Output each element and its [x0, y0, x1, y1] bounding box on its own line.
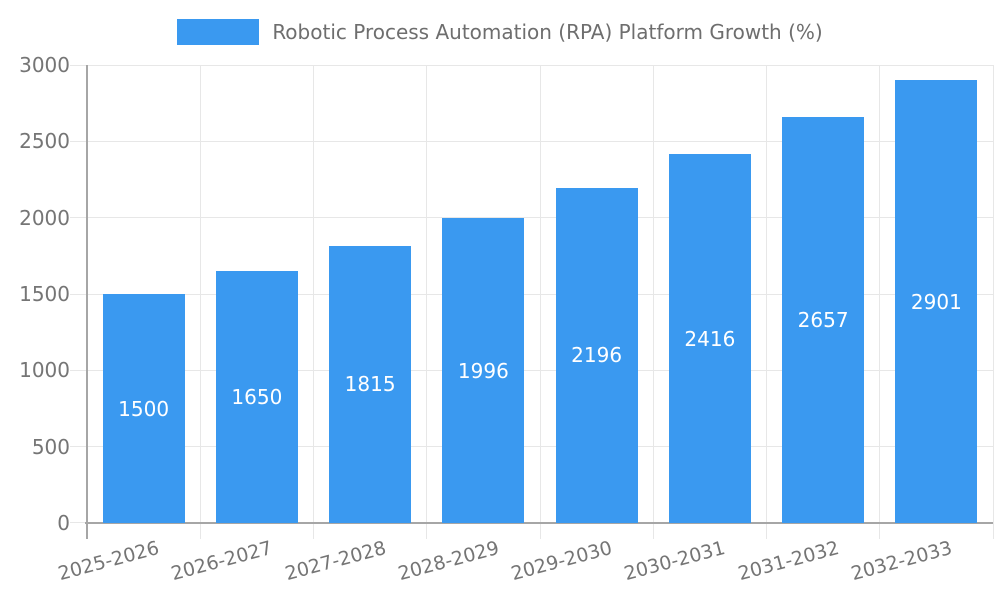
- x-tick-mark: [879, 523, 881, 539]
- y-axis-tick-label: 1000: [19, 358, 70, 383]
- plot-area: 0 500 1000 1500 2000 2500 3000 1500 2025-2026 165…: [19, 53, 994, 585]
- bar: [555, 187, 638, 523]
- x-axis-tick-label: 2031-2032: [735, 536, 842, 586]
- y-axis-tick-label: 1500: [19, 282, 70, 306]
- y-gridline: [70, 140, 993, 142]
- x-axis-tick-label: 2028-2029: [395, 536, 502, 586]
- y-axis-tick-label: 2000: [19, 205, 70, 230]
- bar: [668, 154, 751, 523]
- bar: [442, 218, 525, 523]
- x-tick-mark: [539, 523, 541, 539]
- x-axis-line: [85, 522, 993, 524]
- x-tick-mark: [992, 523, 994, 539]
- bar-value-label: 1650: [231, 385, 283, 410]
- y-gridline: [70, 217, 993, 219]
- y-axis-tick-label: 2500: [19, 129, 70, 154]
- x-gridline: [766, 65, 767, 523]
- x-tick-mark: [652, 523, 654, 539]
- legend-color-swatch: [177, 19, 260, 45]
- y-axis-tick-label: 500: [31, 434, 70, 459]
- x-tick-mark: [199, 523, 201, 539]
- x-axis-tick-label: 2026-2027: [169, 536, 275, 586]
- bar-value-label: 1815: [344, 372, 396, 397]
- x-tick-mark: [426, 523, 428, 539]
- y-gridline: [70, 446, 993, 448]
- x-axis-tick-label: 2030-2031: [622, 536, 728, 586]
- bar: [102, 294, 185, 523]
- bar-value-label: 2657: [797, 308, 849, 333]
- y-axis-tick-label: 0: [57, 511, 70, 535]
- bar-value-label: 2196: [571, 343, 623, 368]
- x-gridline: [313, 65, 314, 523]
- y-axis-tick-label: 3000: [19, 53, 70, 77]
- x-tick-mark: [313, 523, 314, 539]
- x-gridline: [879, 65, 881, 523]
- x-gridline: [652, 65, 654, 523]
- bar-value-label: 2416: [684, 326, 736, 351]
- legend-item[interactable]: Robotic Process Automation (RPA) Platfor…: [177, 19, 823, 45]
- x-axis-tick-label: 2032-2033: [848, 536, 955, 586]
- bar-value-label: 2901: [910, 289, 962, 314]
- bar-value-label: 1996: [457, 358, 509, 383]
- bar-value-label: 1500: [118, 396, 170, 421]
- x-axis-tick-label: 2029-2030: [508, 536, 615, 586]
- y-gridline: [70, 369, 993, 371]
- x-tick-mark: [766, 523, 767, 539]
- y-gridline: [70, 64, 993, 66]
- x-axis-tick-label: 2027-2028: [282, 536, 389, 586]
- legend-label: Robotic Process Automation (RPA) Platfor…: [272, 20, 823, 44]
- x-gridline: [539, 65, 541, 523]
- bar: [215, 271, 298, 523]
- x-axis-tick-label: 2025-2026: [55, 536, 162, 586]
- y-tick-mark: [70, 522, 87, 523]
- bar: [782, 117, 865, 523]
- x-gridline: [992, 65, 994, 523]
- bar: [895, 80, 978, 523]
- legend: Robotic Process Automation (RPA) Platfor…: [0, 19, 1000, 45]
- y-gridline: [70, 293, 993, 295]
- x-gridline: [199, 65, 201, 523]
- y-axis-line: [86, 65, 88, 539]
- x-gridline: [426, 65, 428, 523]
- bar: [329, 245, 412, 523]
